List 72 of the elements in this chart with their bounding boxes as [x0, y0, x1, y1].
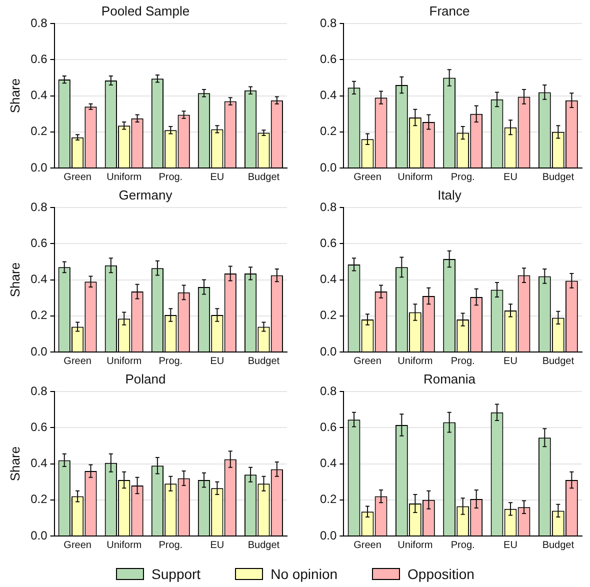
chart-title: Romania [423, 371, 476, 386]
legend-label: No opinion [270, 566, 338, 582]
y-tick-label: 0.6 [320, 236, 337, 250]
chart-title: Pooled Sample [101, 3, 190, 18]
chart-title: Germany [118, 187, 173, 202]
x-tick-label: Prog. [450, 172, 475, 183]
x-tick-label: Prog. [450, 356, 475, 367]
chart-title: Italy [438, 187, 462, 202]
x-tick-label: EU [210, 540, 224, 551]
y-tick-label: 0.8 [30, 200, 48, 214]
x-tick-label: Green [64, 172, 92, 183]
y-axis-title: Share [7, 78, 22, 114]
x-tick-label: Green [354, 540, 382, 551]
x-tick-label: Budget [542, 540, 574, 551]
y-tick-label: 0.4 [320, 88, 337, 102]
y-tick-label: 0.8 [320, 384, 337, 398]
y-tick-label: 0.4 [30, 456, 48, 470]
x-tick-label: Prog. [450, 540, 475, 551]
x-tick-label: EU [210, 172, 224, 183]
chart-title: France [429, 3, 470, 18]
y-tick-label: 0.0 [320, 160, 337, 174]
x-tick-label: Green [354, 356, 382, 367]
x-tick-label: Prog. [158, 172, 183, 183]
x-tick-label: Uniform [398, 540, 433, 551]
x-tick-label: Budget [248, 356, 280, 367]
y-tick-label: 0.6 [320, 52, 337, 66]
y-tick-label: 0.2 [30, 124, 48, 138]
y-tick-label: 0.6 [30, 420, 48, 434]
y-tick-label: 0.6 [30, 236, 48, 250]
y-tick-label: 0.8 [30, 16, 48, 30]
y-tick-label: 0.0 [30, 528, 48, 542]
y-tick-label: 0.6 [30, 52, 48, 66]
x-tick-label: EU [210, 356, 224, 367]
x-tick-label: Green [64, 540, 92, 551]
y-tick-label: 0.8 [320, 200, 337, 214]
y-tick-label: 0.0 [30, 160, 48, 174]
y-tick-label: 0.2 [320, 492, 337, 506]
x-tick-label: Uniform [106, 172, 142, 183]
x-tick-label: EU [504, 356, 518, 367]
y-tick-label: 0.4 [320, 272, 337, 286]
x-tick-label: Uniform [398, 356, 433, 367]
legend-label: Support [152, 566, 201, 582]
x-tick-label: Prog. [158, 356, 183, 367]
legend-label: Opposition [408, 566, 474, 582]
x-tick-label: Uniform [106, 540, 142, 551]
y-tick-label: 0.2 [30, 308, 48, 322]
y-axis-title: Share [7, 446, 22, 482]
x-tick-label: Budget [542, 356, 574, 367]
x-tick-label: Prog. [158, 540, 183, 551]
x-tick-label: Uniform [106, 356, 142, 367]
x-tick-label: Budget [248, 172, 280, 183]
y-tick-label: 0.4 [320, 456, 337, 470]
y-tick-label: 0.2 [30, 492, 48, 506]
x-tick-label: Budget [248, 540, 280, 551]
x-tick-label: EU [504, 540, 518, 551]
x-tick-label: Budget [542, 172, 574, 183]
y-tick-label: 0.8 [320, 16, 337, 30]
y-tick-label: 0.8 [30, 384, 48, 398]
y-axis-title: Share [7, 262, 22, 298]
chart-title: Poland [125, 371, 166, 386]
y-tick-label: 0.2 [320, 124, 337, 138]
y-tick-label: 0.6 [320, 420, 337, 434]
x-tick-label: Green [64, 356, 92, 367]
y-tick-label: 0.0 [30, 344, 48, 358]
y-tick-label: 0.2 [320, 308, 337, 322]
x-tick-label: Uniform [398, 172, 433, 183]
x-tick-label: EU [504, 172, 518, 183]
y-tick-label: 0.4 [30, 272, 48, 286]
x-tick-label: Green [354, 172, 382, 183]
y-tick-label: 0.4 [30, 88, 48, 102]
y-tick-label: 0.0 [320, 344, 337, 358]
y-tick-label: 0.0 [320, 528, 337, 542]
